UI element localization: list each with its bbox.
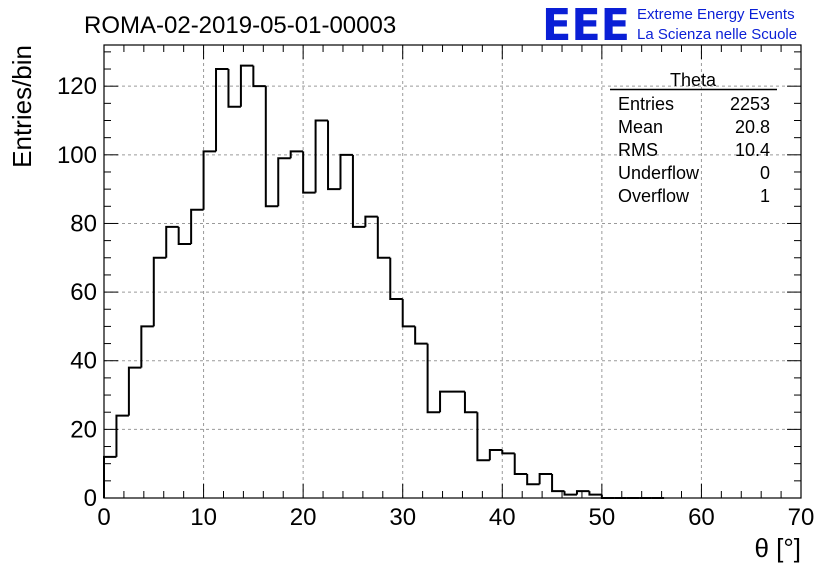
- histogram-bin: [513, 453, 528, 475]
- axis-ticks: [103, 45, 802, 499]
- x-tick-label: 50: [589, 504, 616, 531]
- y-tick-label: 20: [70, 416, 97, 443]
- histogram-bin: [575, 490, 590, 495]
- stats-box: Theta Entries 2253 Mean 20.8 RMS 10.4 Un…: [610, 70, 777, 206]
- stats-label-rms: RMS: [618, 140, 658, 160]
- x-tick-label: 20: [290, 504, 317, 531]
- histogram-bin: [376, 216, 391, 259]
- histogram-bin: [115, 414, 129, 457]
- histogram-bin: [339, 153, 353, 190]
- histogram-bin: [127, 366, 142, 416]
- histogram-bin: [414, 326, 428, 345]
- stats-value-underflow: 0: [760, 163, 770, 183]
- y-tick-label: 80: [70, 210, 97, 237]
- histogram-bin: [551, 473, 565, 493]
- histogram-bin: [190, 208, 204, 245]
- histogram-bin: [563, 491, 577, 496]
- histogram-bin: [476, 412, 490, 462]
- histogram-bin: [239, 64, 254, 107]
- histogram-bin: [526, 473, 540, 486]
- x-tick-label: 10: [190, 504, 217, 531]
- stats-value-mean: 20.8: [735, 117, 770, 137]
- y-axis-label: Entries/bin: [7, 45, 37, 168]
- histogram-bin: [314, 119, 329, 193]
- stats-value-overflow: 1: [760, 186, 770, 206]
- histogram-steps: [103, 64, 665, 499]
- stats-value-rms: 10.4: [735, 140, 770, 160]
- histogram-bin: [426, 343, 441, 414]
- eee-logo-line2: La Scienza nelle Scuole: [637, 26, 797, 43]
- x-tick-label: 70: [788, 504, 815, 531]
- histogram-bin: [538, 472, 553, 485]
- y-tick-labels: 0 20 40 60 80 100 120: [57, 73, 97, 512]
- eee-logo-mark: EEE: [542, 0, 630, 51]
- histogram-bin: [277, 157, 291, 207]
- histogram-bin: [215, 68, 229, 152]
- histogram-bin: [264, 86, 279, 208]
- histogram-bin: [177, 226, 192, 246]
- x-tick-labels: 0 10 20 30 40 50 60 70: [97, 504, 814, 531]
- stats-label-mean: Mean: [618, 117, 663, 137]
- histogram-bin: [389, 257, 403, 300]
- y-tick-label: 100: [57, 142, 97, 169]
- stats-label-underflow: Underflow: [618, 163, 700, 183]
- y-tick-label: 120: [57, 73, 97, 100]
- histogram-bin: [103, 455, 117, 498]
- eee-logo-line1: Extreme Energy Events: [637, 6, 795, 23]
- histogram-bin: [401, 298, 416, 328]
- histogram-bin: [501, 449, 515, 455]
- histogram-bin: [463, 391, 478, 414]
- plot-frame: [103, 44, 802, 499]
- histogram-bin: [351, 154, 366, 228]
- grid-lines: [104, 45, 801, 498]
- histogram-bin: [140, 325, 154, 368]
- eee-logo: EEE Extreme Energy Events La Scienza nel…: [542, 0, 797, 51]
- x-tick-label: 0: [97, 504, 110, 531]
- histogram-bin: [165, 225, 179, 258]
- stats-label-entries: Entries: [618, 94, 674, 114]
- y-tick-label: 40: [70, 348, 97, 375]
- x-tick-label: 60: [688, 504, 715, 531]
- y-tick-label: 60: [70, 279, 97, 306]
- x-tick-label: 30: [389, 504, 416, 531]
- stats-box-title: Theta: [670, 70, 717, 90]
- histogram-bin: [289, 150, 304, 159]
- stats-value-entries: 2253: [730, 94, 770, 114]
- histogram-bin: [364, 215, 378, 227]
- x-axis-label: θ [°]: [754, 533, 801, 563]
- histogram-bin: [327, 120, 341, 191]
- histogram-bin: [227, 69, 241, 108]
- histogram-bin: [439, 390, 453, 413]
- run-title: ROMA-02-2019-05-01-00003: [84, 12, 396, 39]
- histogram-bin: [302, 151, 316, 194]
- histogram-bin: [588, 491, 602, 496]
- histogram-bin: [488, 448, 503, 461]
- histogram-bin: [152, 256, 167, 327]
- histogram-bin: [252, 65, 266, 88]
- x-tick-label: 40: [489, 504, 516, 531]
- y-tick-label: 0: [84, 485, 97, 512]
- stats-label-overflow: Overflow: [618, 186, 690, 206]
- histogram-bin: [202, 150, 217, 210]
